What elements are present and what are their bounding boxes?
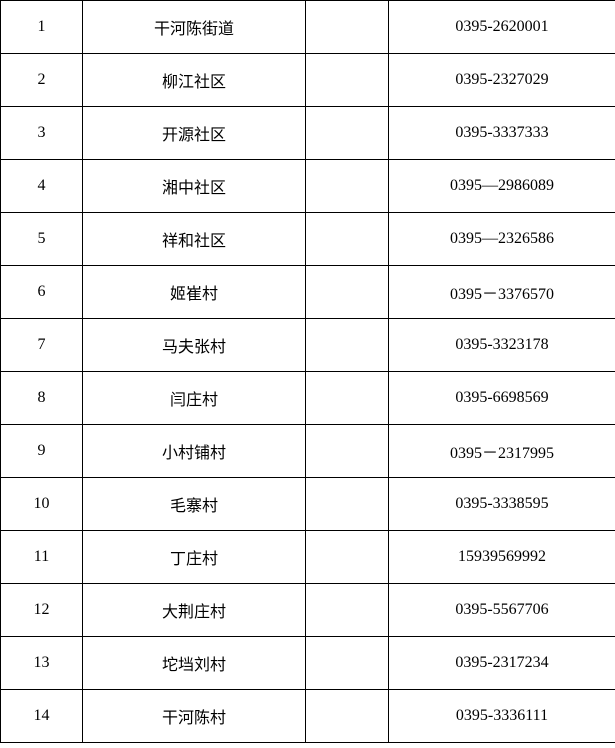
cell-index: 4 (1, 160, 83, 213)
table-container: 1 干河陈街道 0395-2620001 2 柳江社区 0395-2327029… (0, 0, 615, 743)
cell-name: 开源社区 (83, 107, 306, 160)
cell-blank (306, 160, 389, 213)
cell-phone: 0395-3336111 (389, 690, 615, 743)
cell-phone: 0395－3376570 (389, 266, 615, 319)
table-row: 4 湘中社区 0395—2986089 (1, 160, 615, 213)
cell-blank (306, 531, 389, 584)
cell-index: 5 (1, 213, 83, 266)
table-row: 7 马夫张村 0395-3323178 (1, 319, 615, 372)
cell-phone: 0395-2327029 (389, 54, 615, 107)
cell-name: 大荆庄村 (83, 584, 306, 637)
cell-name: 干河陈街道 (83, 1, 306, 54)
table-body: 1 干河陈街道 0395-2620001 2 柳江社区 0395-2327029… (1, 1, 615, 743)
table-row: 1 干河陈街道 0395-2620001 (1, 1, 615, 54)
cell-name: 柳江社区 (83, 54, 306, 107)
cell-blank (306, 54, 389, 107)
table-row: 12 大荆庄村 0395-5567706 (1, 584, 615, 637)
cell-blank (306, 107, 389, 160)
cell-phone: 0395-2317234 (389, 637, 615, 690)
table-row: 8 闫庄村 0395-6698569 (1, 372, 615, 425)
cell-phone: 15939569992 (389, 531, 615, 584)
cell-phone: 0395—2326586 (389, 213, 615, 266)
table-row: 2 柳江社区 0395-2327029 (1, 54, 615, 107)
table-row: 5 祥和社区 0395—2326586 (1, 213, 615, 266)
cell-phone: 0395—2986089 (389, 160, 615, 213)
cell-name: 闫庄村 (83, 372, 306, 425)
cell-phone: 0395－2317995 (389, 425, 615, 478)
cell-name: 丁庄村 (83, 531, 306, 584)
cell-blank (306, 213, 389, 266)
table-row: 3 开源社区 0395-3337333 (1, 107, 615, 160)
cell-blank (306, 478, 389, 531)
cell-blank (306, 372, 389, 425)
cell-name: 湘中社区 (83, 160, 306, 213)
cell-blank (306, 425, 389, 478)
cell-index: 8 (1, 372, 83, 425)
cell-index: 2 (1, 54, 83, 107)
table-row: 13 坨垱刘村 0395-2317234 (1, 637, 615, 690)
cell-blank (306, 319, 389, 372)
cell-name: 小村铺村 (83, 425, 306, 478)
table-row: 9 小村铺村 0395－2317995 (1, 425, 615, 478)
cell-blank (306, 266, 389, 319)
cell-blank (306, 584, 389, 637)
cell-index: 9 (1, 425, 83, 478)
cell-index: 10 (1, 478, 83, 531)
cell-index: 7 (1, 319, 83, 372)
cell-name: 干河陈村 (83, 690, 306, 743)
cell-index: 14 (1, 690, 83, 743)
cell-phone: 0395-3338595 (389, 478, 615, 531)
cell-index: 11 (1, 531, 83, 584)
cell-name: 姬崔村 (83, 266, 306, 319)
cell-index: 12 (1, 584, 83, 637)
cell-name: 坨垱刘村 (83, 637, 306, 690)
cell-blank (306, 637, 389, 690)
cell-phone: 0395-5567706 (389, 584, 615, 637)
cell-index: 6 (1, 266, 83, 319)
cell-phone: 0395-2620001 (389, 1, 615, 54)
table-row: 6 姬崔村 0395－3376570 (1, 266, 615, 319)
cell-phone: 0395-6698569 (389, 372, 615, 425)
contact-table: 1 干河陈街道 0395-2620001 2 柳江社区 0395-2327029… (0, 0, 615, 743)
cell-phone: 0395-3323178 (389, 319, 615, 372)
cell-name: 祥和社区 (83, 213, 306, 266)
cell-name: 毛寨村 (83, 478, 306, 531)
cell-phone: 0395-3337333 (389, 107, 615, 160)
cell-index: 1 (1, 1, 83, 54)
table-row: 11 丁庄村 15939569992 (1, 531, 615, 584)
cell-index: 3 (1, 107, 83, 160)
table-row: 14 干河陈村 0395-3336111 (1, 690, 615, 743)
cell-blank (306, 690, 389, 743)
cell-blank (306, 1, 389, 54)
cell-index: 13 (1, 637, 83, 690)
cell-name: 马夫张村 (83, 319, 306, 372)
table-row: 10 毛寨村 0395-3338595 (1, 478, 615, 531)
